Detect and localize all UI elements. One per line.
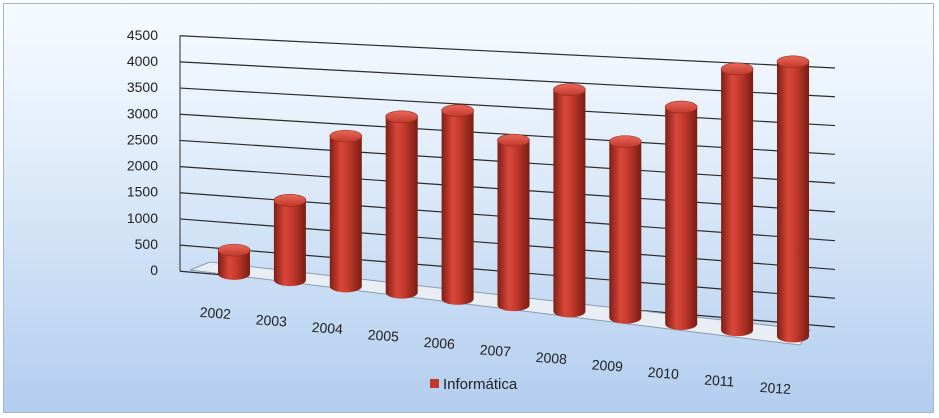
y-tick-label: 2500 <box>127 131 158 147</box>
y-tick-label: 3000 <box>127 105 158 121</box>
y-axis-ticks: 0 500 1000 1500 2000 2500 3000 3500 4000 4500 <box>127 27 158 278</box>
legend-swatch <box>430 379 439 388</box>
x-tick-label: 2012 <box>759 379 791 397</box>
bar-2012 <box>776 55 810 343</box>
bar-2003 <box>273 194 307 287</box>
bar-top <box>217 243 251 257</box>
bar-body <box>609 141 642 324</box>
bar-body <box>777 61 809 343</box>
bar-2010 <box>664 100 698 330</box>
y-tick-label: 500 <box>135 236 159 252</box>
bar-2007 <box>497 133 530 312</box>
bar-body <box>553 89 586 318</box>
bar-top <box>776 55 810 69</box>
bar-2009 <box>608 135 642 324</box>
bar-top <box>329 129 363 143</box>
x-tick-label: 2002 <box>199 304 231 322</box>
bar-top <box>664 100 698 114</box>
x-tick-label: 2004 <box>311 319 343 337</box>
y-tick-label: 3500 <box>127 79 158 95</box>
bar-top <box>385 110 419 124</box>
bar-top <box>553 83 586 96</box>
bar-2006 <box>441 104 474 305</box>
bar-top <box>497 133 530 147</box>
x-tick-label: 2011 <box>704 371 735 389</box>
bar-top <box>608 135 642 148</box>
y-tick-label: 4500 <box>127 27 158 43</box>
bars <box>217 55 810 343</box>
bar-body <box>218 250 250 280</box>
x-tick-label: 2010 <box>647 364 679 382</box>
bar-2011 <box>720 62 754 337</box>
bar-2008 <box>553 83 586 318</box>
bar-2005 <box>385 110 419 299</box>
bar-top <box>273 194 307 207</box>
x-tick-label: 2008 <box>535 349 567 367</box>
gridline <box>179 35 836 69</box>
bar-top <box>720 62 754 76</box>
bar-body <box>329 136 362 293</box>
x-tick-label: 2007 <box>479 341 511 359</box>
bar-2004 <box>329 129 363 293</box>
bar-body <box>441 110 474 305</box>
y-tick-label: 4000 <box>127 53 158 69</box>
bar-body <box>273 200 306 287</box>
x-tick-label: 2003 <box>255 311 287 329</box>
x-tick-label: 2005 <box>367 326 399 344</box>
legend: Informática <box>430 376 518 393</box>
y-tick-label: 1500 <box>127 184 158 200</box>
bar-body <box>721 69 754 337</box>
bar-body <box>385 116 418 299</box>
x-axis-labels: 2002 2003 2004 2005 2006 2007 2008 2009 2010 2011… <box>199 304 791 397</box>
y-tick-label: 1000 <box>127 210 158 226</box>
bar-2002 <box>217 243 251 280</box>
y-tick-label: 0 <box>150 262 158 278</box>
x-tick-label: 2009 <box>591 356 623 374</box>
x-tick-label: 2006 <box>423 334 455 352</box>
legend-label: Informática <box>443 376 518 393</box>
bar-body <box>497 140 530 312</box>
bar-body <box>665 107 698 330</box>
y-tick-label: 2000 <box>127 158 158 174</box>
bar-top <box>441 104 474 117</box>
